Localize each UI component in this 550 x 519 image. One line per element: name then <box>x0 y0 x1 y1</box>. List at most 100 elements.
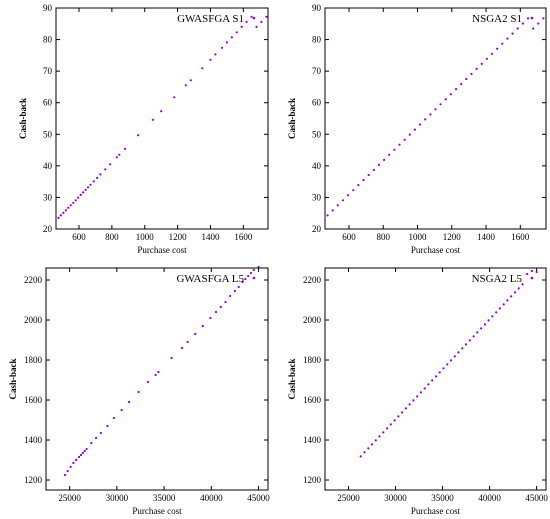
y-tick-label: 30 <box>43 192 53 202</box>
data-point <box>260 20 263 23</box>
data-point <box>506 37 509 40</box>
data-point <box>99 431 102 435</box>
y-tick-label: 60 <box>312 98 322 108</box>
data-point <box>510 295 513 298</box>
y-axis-label: Cash-back <box>287 358 297 399</box>
x-axis-label: Purchase cost <box>132 506 182 516</box>
data-point <box>240 25 243 28</box>
data-point <box>247 274 250 278</box>
data-point <box>438 371 441 374</box>
y-tick-label: 2000 <box>303 315 322 325</box>
data-point <box>62 211 65 214</box>
data-point <box>170 356 173 360</box>
legend-marker <box>530 276 534 280</box>
data-point <box>472 335 475 338</box>
data-point <box>79 193 82 196</box>
data-point <box>401 411 404 414</box>
data-point <box>460 83 463 86</box>
data-point <box>382 431 385 434</box>
data-point <box>82 191 85 194</box>
data-point <box>389 423 392 426</box>
x-tick-label: 1400 <box>201 232 220 242</box>
chart-panel-1: 600 800 1000 1200 1400 1600 20 30 40 50 60 70 80 90 Pu… <box>18 3 269 255</box>
data-point <box>526 272 529 276</box>
data-point <box>85 447 88 451</box>
data-point <box>347 194 350 197</box>
data-point <box>112 416 116 420</box>
data-point <box>214 53 217 56</box>
y-tick-label: 1600 <box>303 395 322 405</box>
legend-label: NSGA2 L5 <box>472 273 523 285</box>
data-point <box>151 118 155 121</box>
data-point <box>90 441 93 445</box>
data-point <box>388 153 391 156</box>
data-point <box>461 347 464 350</box>
data-point <box>137 134 140 137</box>
data-point <box>457 351 460 354</box>
data-point <box>235 31 238 34</box>
x-tick-label: 40000 <box>478 493 501 503</box>
y-tick-label: 40 <box>312 161 322 171</box>
data-point <box>416 395 419 398</box>
legend-marker <box>530 16 534 20</box>
data-point <box>157 370 160 374</box>
data-point <box>209 316 212 320</box>
x-tick-label: 30000 <box>106 493 129 503</box>
data-point <box>219 305 222 309</box>
data-point <box>160 110 163 113</box>
data-point <box>245 20 248 23</box>
data-point <box>444 98 447 101</box>
data-point <box>96 176 99 179</box>
data-point <box>63 473 66 477</box>
x-tick-label: 1200 <box>443 232 462 242</box>
data-point <box>427 383 430 386</box>
data-point <box>495 311 498 314</box>
data-point <box>78 455 81 459</box>
data-point <box>255 25 258 28</box>
data-point <box>357 184 360 187</box>
y-tick-label: 80 <box>312 35 322 45</box>
data-point <box>530 269 534 273</box>
data-point <box>496 47 499 50</box>
x-tick-label: 1000 <box>409 232 428 242</box>
data-point <box>386 427 389 430</box>
data-point <box>257 265 260 269</box>
x-tick-label: 1200 <box>169 232 188 242</box>
x-tick-label: 1400 <box>477 232 496 242</box>
y-tick-label: 60 <box>43 98 53 108</box>
data-point <box>403 138 406 141</box>
y-tick-label: 70 <box>312 66 322 76</box>
data-point <box>398 143 401 146</box>
data-point <box>69 204 72 207</box>
data-point <box>67 206 70 209</box>
x-tick-label: 800 <box>376 232 390 242</box>
plot-frame <box>324 7 547 230</box>
data-point <box>449 359 453 362</box>
data-point <box>476 331 479 334</box>
data-point <box>419 123 422 126</box>
x-axis-label: Purchase cost <box>411 245 461 255</box>
data-point <box>341 199 345 202</box>
plot-frame <box>45 267 269 491</box>
y-tick-label: 50 <box>43 129 53 139</box>
data-point <box>362 179 365 182</box>
data-point <box>393 148 396 151</box>
x-tick-label: 1600 <box>511 232 530 242</box>
data-point <box>413 128 416 131</box>
data-point <box>64 209 67 212</box>
data-point <box>86 186 90 189</box>
data-point <box>72 201 75 204</box>
x-tick-label: 30000 <box>384 493 407 503</box>
data-point <box>92 180 95 183</box>
data-point <box>186 340 189 344</box>
data-point <box>72 461 75 465</box>
data-point <box>66 469 69 473</box>
y-tick-label: 20 <box>43 224 53 234</box>
y-tick-label: 50 <box>312 129 322 139</box>
data-point <box>99 173 102 176</box>
data-point <box>453 355 456 358</box>
data-point <box>336 204 339 207</box>
data-point <box>535 270 538 274</box>
legend-marker <box>252 16 256 20</box>
legend-label: GWASFGA S1 <box>177 13 244 25</box>
